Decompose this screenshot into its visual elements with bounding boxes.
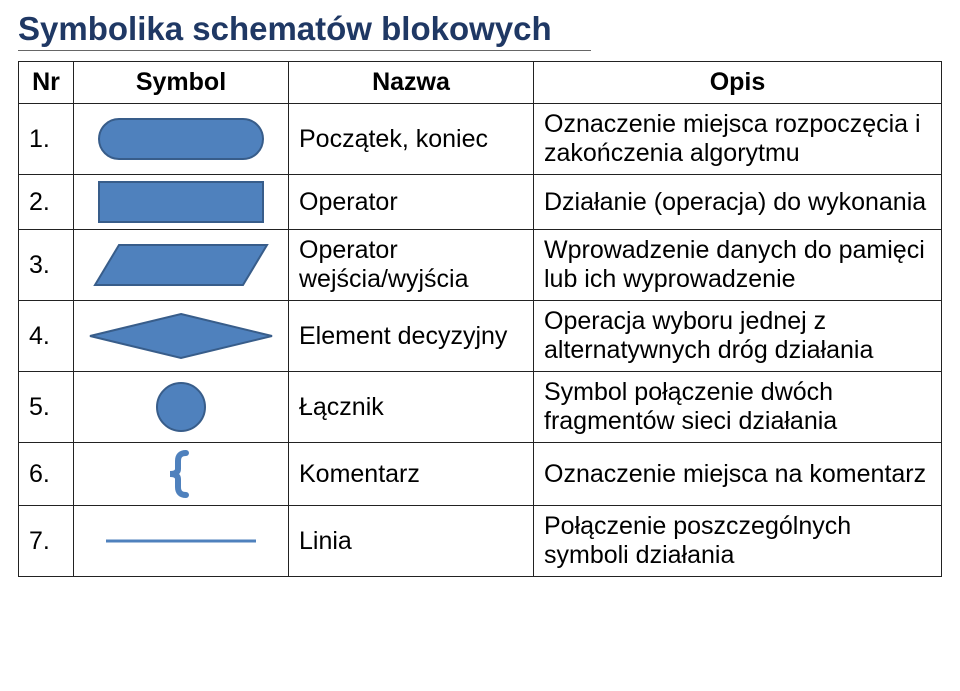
page-title: Symbolika schematów blokowych	[18, 10, 942, 48]
cell-nazwa: Komentarz	[289, 443, 534, 506]
cell-opis: Wprowadzenie danych do pamięci lub ich w…	[534, 230, 942, 301]
cell-nr: 6.	[19, 443, 74, 506]
cell-symbol	[74, 230, 289, 301]
col-opis: Opis	[534, 62, 942, 104]
cell-nr: 4.	[19, 301, 74, 372]
cell-opis: Działanie (operacja) do wykonania	[534, 175, 942, 230]
decision-icon	[86, 310, 276, 362]
cell-opis: Oznaczenie miejsca rozpoczęcia i zakończ…	[534, 104, 942, 175]
io-icon	[91, 240, 271, 290]
table-row: 1. Początek, koniec Oznaczenie miejsca r…	[19, 104, 942, 175]
cell-nazwa: Łącznik	[289, 372, 534, 443]
flowline-icon	[96, 526, 266, 556]
cell-symbol	[74, 506, 289, 577]
table-row: 6. Komentarz Oznaczenie miejsca na komen…	[19, 443, 942, 506]
col-nr: Nr	[19, 62, 74, 104]
cell-nr: 5.	[19, 372, 74, 443]
table-row: 7. Linia Połączenie poszczególnych symbo…	[19, 506, 942, 577]
cell-symbol	[74, 301, 289, 372]
cell-nr: 1.	[19, 104, 74, 175]
table-row: 2. Operator Działanie (operacja) do wyko…	[19, 175, 942, 230]
cell-nazwa: Początek, koniec	[289, 104, 534, 175]
cell-symbol	[74, 175, 289, 230]
title-rule	[18, 50, 591, 51]
comment-icon	[106, 447, 256, 501]
table-row: 5. Łącznik Symbol połączenie dwóch fragm…	[19, 372, 942, 443]
cell-opis: Oznaczenie miejsca na komentarz	[534, 443, 942, 506]
symbols-table: Nr Symbol Nazwa Opis 1. Początek, koniec…	[18, 61, 942, 577]
col-nazwa: Nazwa	[289, 62, 534, 104]
cell-symbol	[74, 104, 289, 175]
cell-nazwa: Operator wejścia/wyjścia	[289, 230, 534, 301]
process-icon	[96, 179, 266, 225]
cell-opis: Połączenie poszczególnych symboli działa…	[534, 506, 942, 577]
terminator-icon	[96, 116, 266, 162]
cell-opis: Operacja wyboru jednej z alternatywnych …	[534, 301, 942, 372]
cell-opis: Symbol połączenie dwóch fragmentów sieci…	[534, 372, 942, 443]
cell-symbol	[74, 443, 289, 506]
table-row: 4. Element decyzyjny Operacja wyboru jed…	[19, 301, 942, 372]
cell-nr: 2.	[19, 175, 74, 230]
connector-icon	[151, 379, 211, 435]
cell-nr: 7.	[19, 506, 74, 577]
col-symbol: Symbol	[74, 62, 289, 104]
cell-nazwa: Operator	[289, 175, 534, 230]
cell-nazwa: Element decyzyjny	[289, 301, 534, 372]
cell-nr: 3.	[19, 230, 74, 301]
table-header-row: Nr Symbol Nazwa Opis	[19, 62, 942, 104]
cell-symbol	[74, 372, 289, 443]
table-row: 3. Operator wejścia/wyjścia Wprowadzenie…	[19, 230, 942, 301]
cell-nazwa: Linia	[289, 506, 534, 577]
